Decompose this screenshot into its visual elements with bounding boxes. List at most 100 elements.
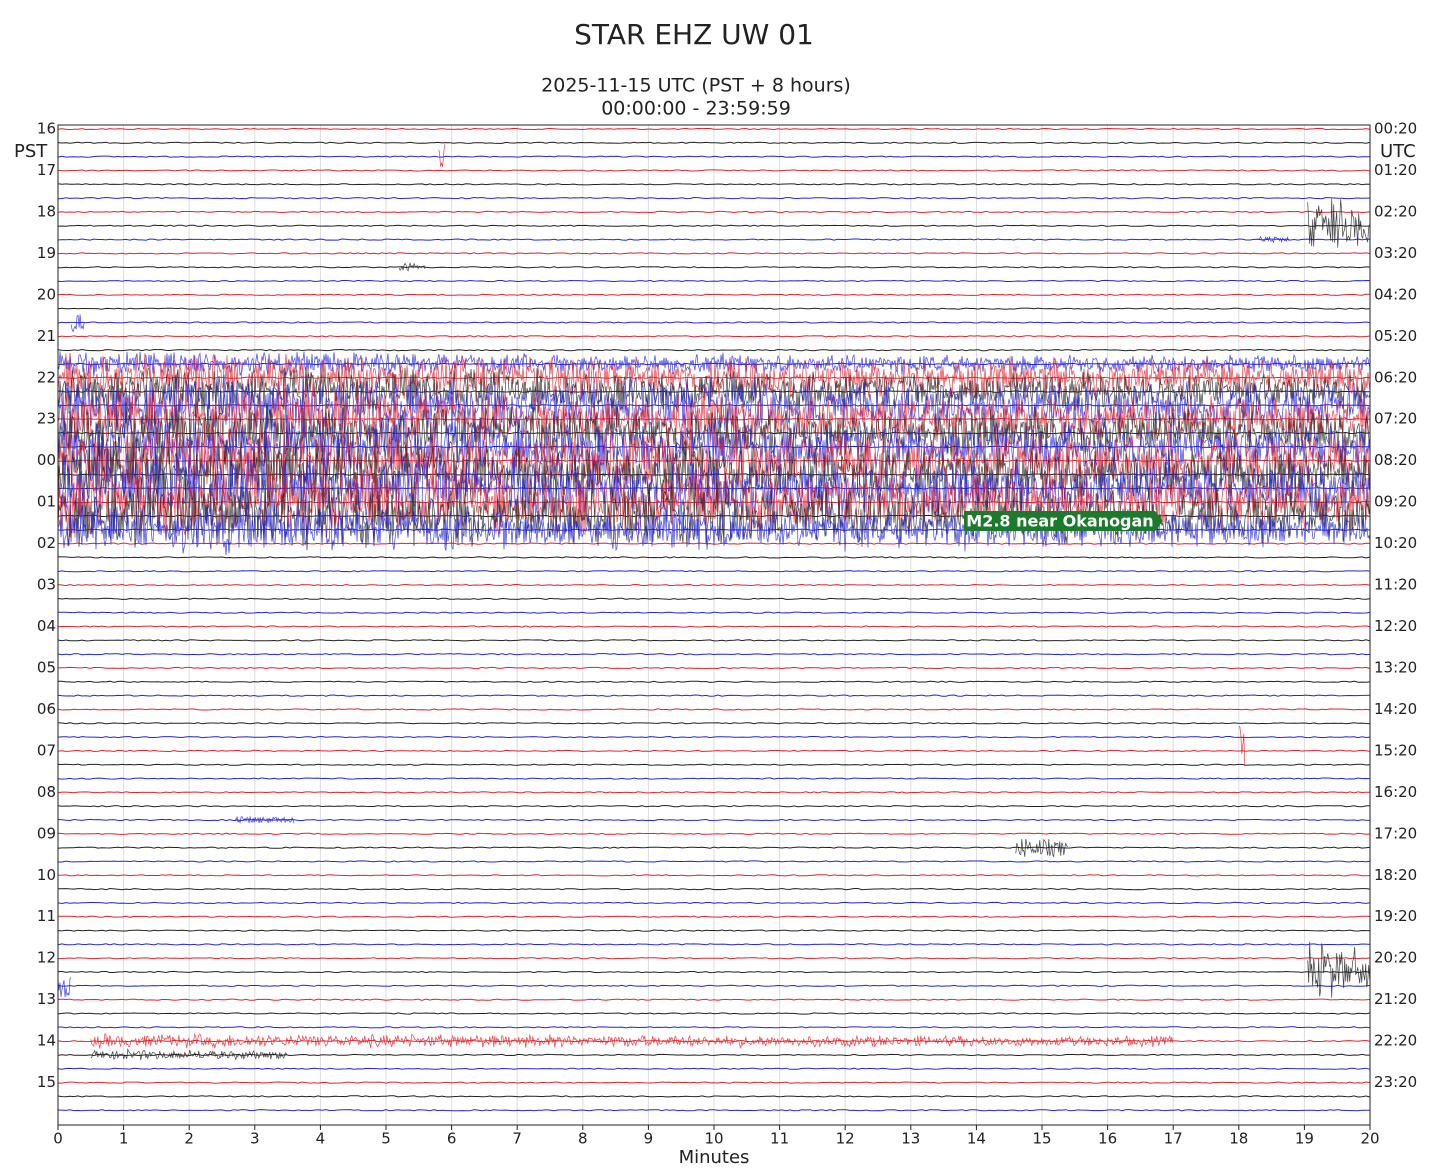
subtitle: 2025-11-15 UTC (PST + 8 hours) xyxy=(541,75,851,97)
trace xyxy=(57,210,1371,214)
left-hour-label: 15 xyxy=(37,1073,56,1091)
right-hour-label: 12:20 xyxy=(1374,617,1417,635)
right-hour-label: 14:20 xyxy=(1374,700,1417,718)
x-tick-label: 0 xyxy=(53,1130,63,1148)
left-hour-label: 19 xyxy=(37,244,56,262)
left-hour-label: 07 xyxy=(37,741,56,759)
right-hour-label: 07:20 xyxy=(1374,410,1417,428)
trace xyxy=(57,141,1371,144)
right-hour-label: 04:20 xyxy=(1374,285,1417,303)
trace xyxy=(57,625,1371,628)
right-hour-label: 22:20 xyxy=(1374,1032,1417,1050)
left-hour-label: 04 xyxy=(37,617,56,635)
trace xyxy=(57,238,1371,241)
x-tick-label: 20 xyxy=(1360,1130,1379,1148)
right-hour-label: 19:20 xyxy=(1374,907,1417,925)
trace xyxy=(57,183,1371,186)
right-hour-label: 13:20 xyxy=(1374,658,1417,676)
left-hour-label: 20 xyxy=(37,285,56,303)
trace xyxy=(57,155,1370,158)
left-hour-label: 22 xyxy=(37,368,56,386)
trace xyxy=(57,321,1371,324)
trace xyxy=(57,763,1371,766)
left-hour-label: 18 xyxy=(37,202,56,220)
trace xyxy=(57,169,1371,172)
trace xyxy=(57,1109,1371,1112)
right-hour-label: 06:20 xyxy=(1374,368,1417,386)
x-tick-label: 10 xyxy=(704,1130,723,1148)
right-hour-label: 02:20 xyxy=(1374,202,1417,220)
left-hour-label: 02 xyxy=(37,534,56,552)
trace xyxy=(57,970,1371,974)
trace xyxy=(57,639,1371,642)
trace xyxy=(58,266,1371,269)
trace xyxy=(57,998,1371,1001)
x-tick-label: 19 xyxy=(1295,1130,1314,1148)
left-hour-label: 14 xyxy=(37,1032,56,1050)
seismic-burst xyxy=(57,464,1371,539)
plot-frame xyxy=(57,124,1371,1126)
trace xyxy=(57,666,1371,670)
trace xyxy=(57,376,1371,379)
left-hour-label: 11 xyxy=(37,907,56,925)
trace xyxy=(57,777,1371,780)
trace xyxy=(57,901,1371,905)
x-tick-label: 2 xyxy=(184,1130,194,1148)
seismic-burst xyxy=(57,504,1371,556)
seismic-burst xyxy=(438,144,445,167)
left-hour-label: 13 xyxy=(37,990,56,1008)
trace xyxy=(58,1026,1371,1029)
right-hour-label: 03:20 xyxy=(1374,244,1417,262)
x-tick-label: 13 xyxy=(901,1130,920,1148)
x-tick-label: 4 xyxy=(316,1130,326,1148)
trace xyxy=(57,279,1371,283)
seismic-burst xyxy=(1307,198,1371,248)
x-tick-label: 12 xyxy=(836,1130,855,1148)
seismic-burst xyxy=(1258,235,1291,244)
trace xyxy=(57,943,1371,946)
left-hour-label: 08 xyxy=(37,783,56,801)
seismic-burst xyxy=(1307,941,1371,998)
trace xyxy=(57,307,1371,310)
right-axis-label: UTC xyxy=(1380,141,1416,162)
right-hour-label: 08:20 xyxy=(1374,451,1417,469)
trace xyxy=(57,722,1371,725)
seismic-burst xyxy=(90,1047,288,1061)
left-hour-label: 23 xyxy=(37,410,56,428)
trace xyxy=(57,984,1371,987)
trace xyxy=(57,1012,1371,1015)
x-tick-label: 9 xyxy=(644,1130,654,1148)
trace xyxy=(57,570,1371,573)
x-tick-label: 7 xyxy=(512,1130,522,1148)
trace xyxy=(57,1067,1371,1070)
seismic-burst xyxy=(57,351,1371,377)
trace xyxy=(57,1095,1371,1098)
left-hour-label: 09 xyxy=(37,824,56,842)
subtitle: 00:00:00 - 23:59:59 xyxy=(601,98,791,120)
trace xyxy=(57,749,1371,753)
annotation-text: M2.8 near Okanogan xyxy=(966,512,1153,531)
trace xyxy=(57,915,1371,918)
trace xyxy=(57,224,1371,227)
x-tick-label: 16 xyxy=(1098,1130,1117,1148)
right-hour-label: 00:20 xyxy=(1374,120,1417,138)
seismic-burst xyxy=(57,387,1371,451)
right-hour-label: 09:20 xyxy=(1374,493,1417,511)
trace xyxy=(57,335,1371,338)
trace xyxy=(57,1081,1371,1084)
trace xyxy=(57,196,1370,200)
left-hour-label: 03 xyxy=(37,576,56,594)
trace xyxy=(57,597,1371,601)
trace xyxy=(58,887,1371,891)
trace xyxy=(57,1053,1370,1057)
right-hour-label: 11:20 xyxy=(1374,576,1417,594)
right-hour-label: 15:20 xyxy=(1374,741,1417,759)
right-hour-label: 01:20 xyxy=(1374,161,1417,179)
x-tick-label: 1 xyxy=(119,1130,129,1148)
left-hour-label: 01 xyxy=(37,493,56,511)
trace xyxy=(57,348,1371,352)
trace xyxy=(57,653,1371,656)
trace xyxy=(57,874,1371,877)
seismic-burst xyxy=(90,1033,1174,1050)
